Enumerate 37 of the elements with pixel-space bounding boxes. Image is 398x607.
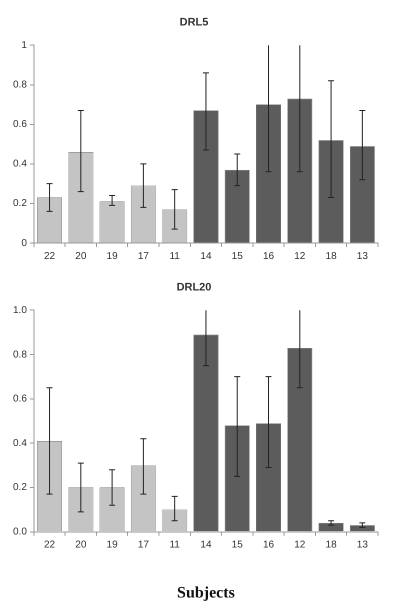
x-tick-label: 12 [294, 250, 306, 262]
x-tick-label: 20 [75, 250, 87, 262]
y-tick-label: 0.0 [12, 526, 28, 538]
y-tick-label: 0.2 [12, 482, 28, 494]
x-tick-label: 13 [356, 250, 368, 262]
chart-title: DRL20 [176, 282, 212, 294]
x-tick-label: 18 [326, 250, 338, 262]
y-tick-label: 0.4 [12, 158, 28, 170]
x-tick-label: 13 [356, 540, 368, 551]
x-tick-label: 19 [106, 250, 118, 262]
y-tick-label: 0.4 [12, 438, 28, 449]
y-tick-label: 0.2 [12, 198, 28, 210]
x-tick-label: 15 [232, 250, 244, 262]
x-tick-label: 20 [75, 540, 87, 551]
x-tick-label: 18 [326, 540, 338, 551]
x-tick-label: 14 [200, 540, 212, 551]
y-tick-label: 0 [21, 238, 28, 249]
y-tick-label: 1 [21, 40, 28, 51]
x-tick-label: 17 [138, 250, 150, 262]
y-tick-label: 0.8 [12, 349, 28, 360]
y-tick-label: 0.6 [12, 394, 28, 405]
x-tick-label: 12 [294, 540, 306, 551]
x-tick-label: 16 [262, 250, 275, 262]
x-tick-label: 14 [200, 250, 212, 262]
x-tick-label: 22 [44, 250, 56, 262]
chart-title: DRL5 [180, 16, 208, 29]
x-tick-label: 22 [44, 540, 56, 551]
x-tick-label: 17 [138, 540, 150, 551]
x-tick-label: 11 [169, 250, 180, 262]
x-tick-label: 11 [169, 540, 180, 551]
x-tick-label: 19 [106, 540, 118, 551]
x-tick-label: 15 [232, 540, 244, 551]
x-axis-title: Subjects [177, 584, 235, 602]
y-tick-label: 0.8 [12, 80, 28, 91]
x-tick-label: 16 [262, 540, 275, 551]
y-tick-label: 1.0 [12, 304, 28, 316]
y-tick-label: 0.6 [12, 119, 28, 130]
